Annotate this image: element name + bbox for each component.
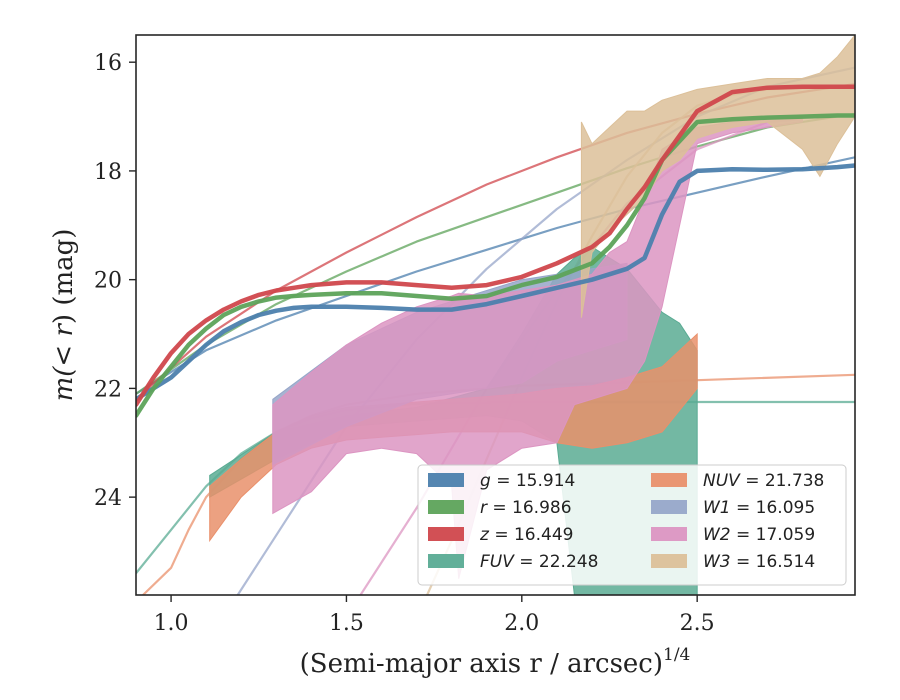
legend-label-z: z = 16.449	[479, 525, 573, 545]
x-tick-label: 2.5	[680, 611, 715, 636]
legend-label-w2: W2 = 17.059	[703, 525, 815, 545]
x-axis-label: (Semi-major axis r / arcsec)1/4	[300, 645, 691, 679]
x-tick-label: 1.0	[154, 611, 189, 636]
legend-swatch-r	[428, 500, 464, 514]
profile-g	[136, 163, 855, 402]
y-tick-label: 16	[94, 51, 122, 76]
y-axis-label: m(< r) (mag)	[49, 229, 79, 402]
y-tick-label: 20	[94, 269, 122, 294]
legend-label-fuv: FUV = 22.248	[480, 552, 598, 572]
legend-swatch-w3	[651, 554, 687, 568]
model-curve-g	[136, 156, 855, 395]
profile-r	[136, 113, 855, 418]
legend: g = 15.914 r = 16.986 z = 16.449 FUV = 22.2…	[417, 464, 847, 586]
legend-swatch-w2	[651, 527, 687, 541]
legend-swatch-fuv	[428, 554, 464, 568]
legend-frame	[417, 464, 847, 586]
plot-frame	[135, 34, 856, 596]
legend-swatch-nuv	[651, 473, 687, 487]
y-tick-label: 18	[94, 160, 122, 185]
legend-label-r: r = 16.986	[480, 498, 572, 518]
legend-swatch-w1	[651, 500, 687, 514]
profile-z	[136, 84, 855, 407]
x-tick-label: 1.5	[329, 611, 364, 636]
x-tick-label: 2.0	[504, 611, 539, 636]
legend-swatch-g	[428, 473, 464, 487]
legend-label-nuv: NUV = 21.738	[703, 471, 824, 491]
y-tick-label: 24	[94, 486, 122, 511]
legend-swatch-z	[428, 527, 464, 541]
legend-label-w1: W1 = 16.095	[703, 498, 815, 518]
y-tick-label: 22	[94, 377, 122, 402]
legend-label-w3: W3 = 16.514	[703, 552, 815, 572]
legend-label-g: g = 15.914	[480, 471, 575, 491]
axes: 1.0 1.5 2.0 2.5 16 18 20 22 24	[94, 51, 715, 636]
